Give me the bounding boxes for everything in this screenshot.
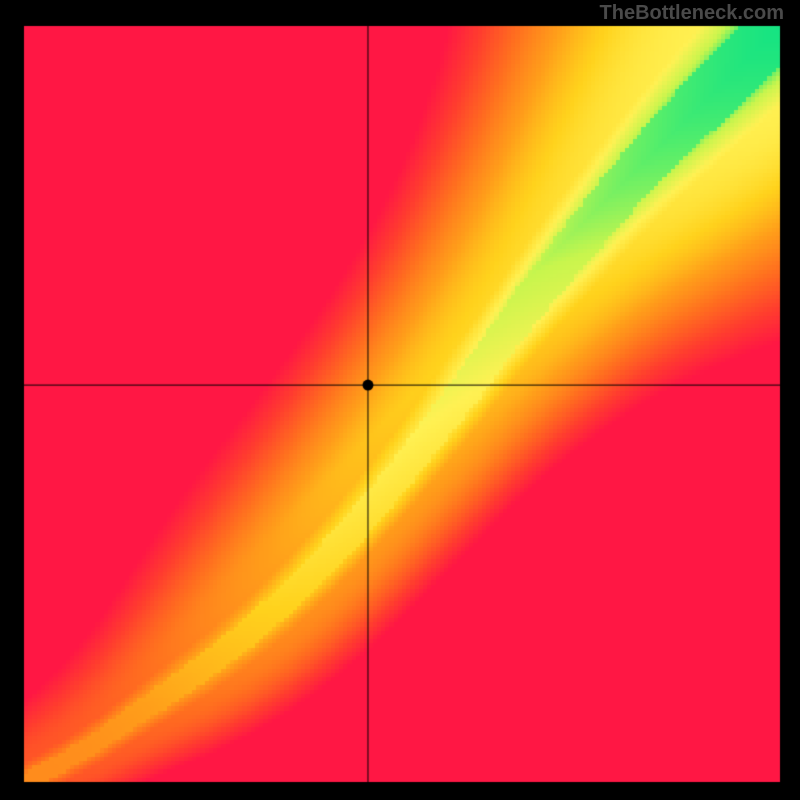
watermark-text: TheBottleneck.com xyxy=(600,2,784,25)
chart-container: TheBottleneck.com xyxy=(0,0,800,800)
bottleneck-heatmap xyxy=(0,0,800,800)
